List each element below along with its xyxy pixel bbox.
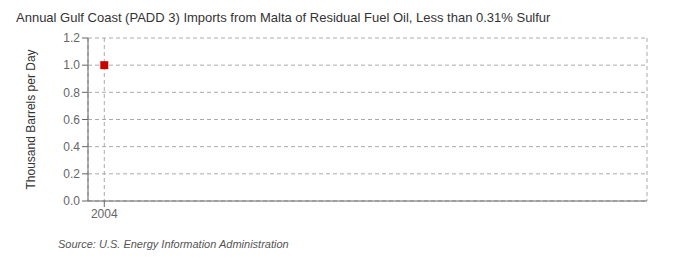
svg-text:0.6: 0.6 [63,113,80,127]
svg-text:0.4: 0.4 [63,140,80,154]
svg-text:Thousand Barrels per Day: Thousand Barrels per Day [24,49,38,189]
svg-text:0.2: 0.2 [63,167,80,181]
svg-text:0.8: 0.8 [63,86,80,100]
svg-text:2004: 2004 [91,207,118,221]
html-text:Annual Gulf Coast (PADD 3) Imp: Annual Gulf Coast (PADD 3) Imports from … [16,10,551,25]
svg-text:0.0: 0.0 [63,194,80,208]
svg-text:1.0: 1.0 [63,58,80,72]
svg-text:1.2: 1.2 [63,31,80,45]
html-text:Source: U.S. Energy Informatio: Source: U.S. Energy Information Administ… [58,238,289,250]
